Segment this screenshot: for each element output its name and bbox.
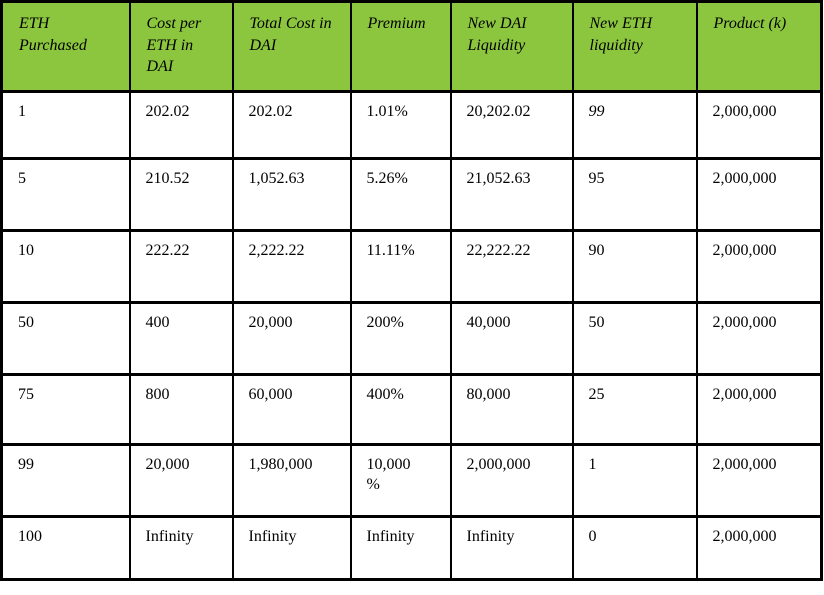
table-cell: 5.26% [349, 157, 452, 232]
table-cell: 80,000 [449, 373, 574, 446]
table-cell: 222.22 [128, 229, 234, 304]
table-cell: 400 [128, 301, 234, 376]
column-header-cost-per-eth: Cost per ETH in DAI [128, 0, 234, 93]
table-cell: 22,222.22 [449, 229, 574, 304]
table-row: 10 222.22 2,222.22 11.11% 22,222.22 90 2,000,0… [0, 229, 823, 304]
table-cell: 25 [571, 373, 698, 446]
table-cell: 1,980,000 [231, 443, 352, 518]
table-cell: 2,000,000 [695, 515, 823, 581]
table-cell: 20,202.02 [449, 90, 574, 160]
table-row: 1 202.02 202.02 1.01% 20,202.02 99 2,000,000 [0, 90, 823, 160]
table-cell: 1,052.63 [231, 157, 352, 232]
column-header-total-cost: Total Cost in DAI [231, 0, 352, 93]
column-header-product-k: Product (k) [695, 0, 823, 93]
header-row: ETH Purchased Cost per ETH in DAI Total … [0, 0, 823, 93]
table-header: ETH Purchased Cost per ETH in DAI Total … [0, 0, 823, 93]
table-cell: 60,000 [231, 373, 352, 446]
table-cell: 10,000 % [349, 443, 452, 518]
column-header-new-dai-liquidity: New DAI Liquidity [449, 0, 574, 93]
table-cell: 40,000 [449, 301, 574, 376]
table-cell: 2,000,000 [449, 443, 574, 518]
table-cell: 100 [0, 515, 131, 581]
table-cell: 99 [0, 443, 131, 518]
table-row: 75 800 60,000 400% 80,000 25 2,000,000 [0, 373, 823, 446]
table-cell: Infinity [128, 515, 234, 581]
table-row: 99 20,000 1,980,000 10,000 % 2,000,000 1 2,000… [0, 443, 823, 518]
table-cell: 2,000,000 [695, 373, 823, 446]
table-cell: 1 [0, 90, 131, 160]
column-header-premium: Premium [349, 0, 452, 93]
table-row: 50 400 20,000 200% 40,000 50 2,000,000 [0, 301, 823, 376]
table-cell: 5 [0, 157, 131, 232]
table-cell: 50 [571, 301, 698, 376]
table-row: 5 210.52 1,052.63 5.26% 21,052.63 95 2,000,000 [0, 157, 823, 232]
table-cell: 2,000,000 [695, 229, 823, 304]
table-cell: 2,000,000 [695, 90, 823, 160]
page-bottom-strip [0, 581, 824, 590]
table-cell: 2,222.22 [231, 229, 352, 304]
table-cell: 202.02 [128, 90, 234, 160]
table-cell: 90 [571, 229, 698, 304]
table-cell: 2,000,000 [695, 157, 823, 232]
table-cell: Infinity [449, 515, 574, 581]
table-cell: 400% [349, 373, 452, 446]
table-cell: 1 [571, 443, 698, 518]
table-row: 100 Infinity Infinity Infinity Infinity 0 2,00… [0, 515, 823, 581]
table-cell: 21,052.63 [449, 157, 574, 232]
table-cell: Infinity [349, 515, 452, 581]
column-header-new-eth-liquidity: New ETH liquidity [571, 0, 698, 93]
table-body: 1 202.02 202.02 1.01% 20,202.02 99 2,000,000 5 2… [0, 90, 823, 581]
liquidity-table: ETH Purchased Cost per ETH in DAI Total … [0, 0, 823, 581]
table-cell: 202.02 [231, 90, 352, 160]
table-cell: 11.11% [349, 229, 452, 304]
table-cell: 200% [349, 301, 452, 376]
table-cell: 2,000,000 [695, 443, 823, 518]
table-cell: 20,000 [128, 443, 234, 518]
table-cell: Infinity [231, 515, 352, 581]
table-cell: 210.52 [128, 157, 234, 232]
table-cell: 10 [0, 229, 131, 304]
table-cell: 99 [571, 90, 698, 160]
table-cell: 75 [0, 373, 131, 446]
column-header-eth-purchased: ETH Purchased [0, 0, 131, 93]
table-cell: 95 [571, 157, 698, 232]
table-cell: 800 [128, 373, 234, 446]
table-cell: 50 [0, 301, 131, 376]
table-cell: 2,000,000 [695, 301, 823, 376]
table-cell: 20,000 [231, 301, 352, 376]
table-cell: 0 [571, 515, 698, 581]
table-cell: 1.01% [349, 90, 452, 160]
